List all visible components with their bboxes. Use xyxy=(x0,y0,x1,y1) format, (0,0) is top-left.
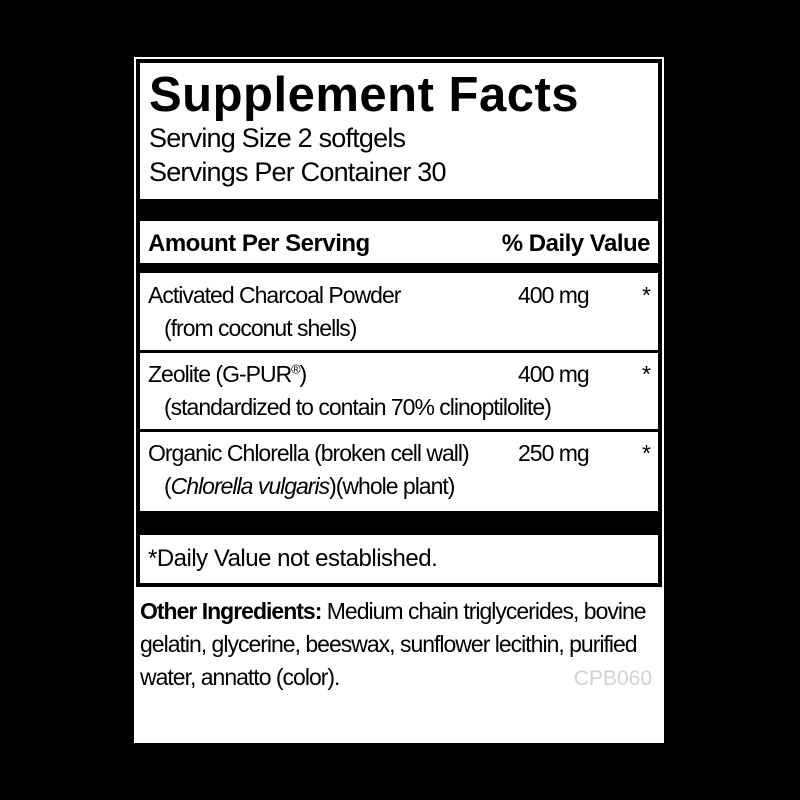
row-separator xyxy=(140,429,658,432)
ingredient-detail: (Chlorella vulgaris)(whole plant) xyxy=(164,473,455,499)
ingredient-row: Activated Charcoal Powder 400 mg * (from co… xyxy=(140,279,658,345)
ingredient-row: Zeolite (G-PUR®) 400 mg * (standardized to … xyxy=(140,358,658,424)
other-ingredients: Other Ingredients: Medium chain triglyce… xyxy=(140,595,658,694)
ingredient-name: Zeolite (G-PUR®) xyxy=(148,361,307,387)
column-header-amount: Amount Per Serving xyxy=(148,230,370,257)
ingredient-name: Organic Chlorella (broken cell wall) xyxy=(148,440,470,466)
row-separator xyxy=(140,350,658,353)
ingredient-name: Activated Charcoal Powder xyxy=(148,282,401,308)
divider-thick-top xyxy=(140,199,658,221)
column-headers: Amount Per Serving % Daily Value xyxy=(140,221,658,263)
supplement-facts-panel: Supplement Facts Serving Size 2 softgels… xyxy=(136,59,662,587)
servings-per-container: Servings Per Container 30 xyxy=(149,157,446,187)
panel-title: Supplement Facts xyxy=(149,68,580,122)
other-ingredients-text: Medium chain triglycerides, bovine gelat… xyxy=(140,598,647,690)
ingredient-amount: 250 mg xyxy=(518,440,590,466)
ingredient-row: Organic Chlorella (broken cell wall) 250 … xyxy=(140,437,658,503)
divider-medium xyxy=(140,263,658,273)
ingredient-daily-value: * xyxy=(642,282,651,308)
ingredient-daily-value: * xyxy=(642,361,651,387)
column-header-daily-value: % Daily Value xyxy=(501,230,651,257)
divider-thick-bottom xyxy=(140,511,658,535)
ingredient-rows: Activated Charcoal Powder 400 mg * (from co… xyxy=(140,273,658,503)
daily-value-footnote: *Daily Value not established. xyxy=(148,545,438,572)
product-code: CPB060 xyxy=(573,667,652,690)
other-ingredients-label: Other Ingredients: xyxy=(140,598,322,624)
ingredient-amount: 400 mg xyxy=(518,361,590,387)
ingredient-daily-value: * xyxy=(642,440,651,466)
ingredient-detail: (standardized to contain 70% clinoptilol… xyxy=(164,394,552,420)
supplement-label: Supplement Facts Serving Size 2 softgels… xyxy=(134,57,664,743)
ingredient-detail: (from coconut shells) xyxy=(164,315,357,341)
ingredient-amount: 400 mg xyxy=(518,282,590,308)
serving-size: Serving Size 2 softgels xyxy=(149,123,406,153)
